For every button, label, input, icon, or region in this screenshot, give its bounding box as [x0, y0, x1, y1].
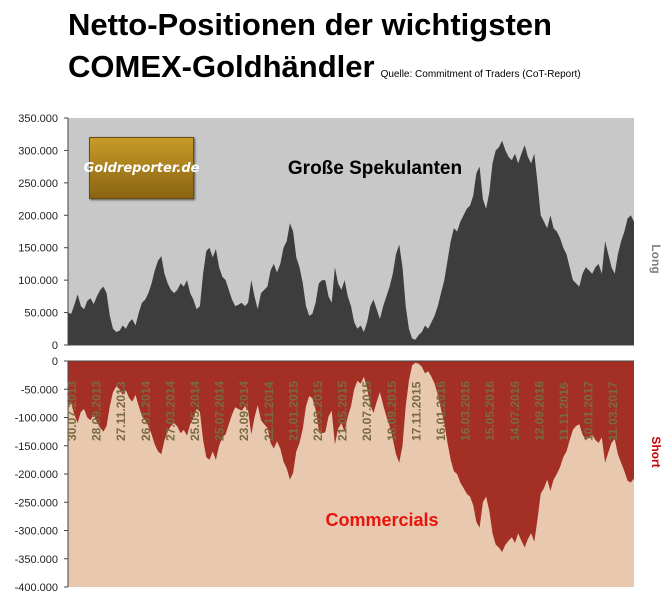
- x-tick-label: 23.09.2014: [237, 381, 251, 441]
- top-y-ticks: 350.000 300.000 250.000 200.000 150.000 100.0…: [18, 113, 68, 352]
- logo-text: Goldreporter.de: [83, 160, 200, 176]
- x-tick-label: 28.09.2013: [90, 381, 104, 441]
- x-tick-label: 12.09.2016: [532, 381, 546, 441]
- x-tick-label: 27.11.2013: [114, 381, 128, 441]
- top-y-tick-label: 200.000: [18, 210, 58, 222]
- x-tick-label: 16.03.2016: [459, 381, 473, 441]
- top-y-tick-label: 50.000: [24, 308, 58, 320]
- goldreporter-logo: Goldreporter.de: [84, 137, 199, 199]
- x-tick-label: 21.05.2015: [336, 381, 350, 441]
- commercials-area: [68, 361, 634, 552]
- x-tick-label: 16.01.2016: [434, 381, 448, 441]
- commercials-label: Commercials: [325, 510, 438, 530]
- bottom-y-tick-label: -50.000: [21, 384, 58, 396]
- x-tick-label: 11.03.2017: [606, 381, 620, 441]
- title-line-1: Netto-Positionen der wichtigsten: [68, 7, 552, 42]
- x-tick-label: 18.09.2015: [385, 381, 399, 441]
- title-line-2: COMEX-Goldhändler Quelle: Commitment of T…: [68, 46, 581, 96]
- large-speculators-area: [68, 140, 634, 345]
- x-tick-label: 17.11.2015: [409, 381, 423, 441]
- bottom-y-tick-label: -300.000: [15, 526, 58, 538]
- bottom-y-tick-label: -350.000: [15, 554, 58, 566]
- large-speculators-label: Große Spekulanten: [288, 158, 462, 179]
- long-side-label: Long: [649, 244, 663, 273]
- x-axis-ticks: 30.07.2013 28.09.2013 27.11.2013 26.01.2014…: [65, 381, 620, 441]
- bottom-y-tick-label: -200.000: [15, 469, 58, 481]
- source-note: Quelle: Commitment of Traders (CoT-Repor…: [380, 69, 581, 80]
- x-tick-label: 14.07.2016: [508, 381, 522, 441]
- top-y-tick-label: 250.000: [18, 178, 58, 190]
- x-tick-label: 22.03.2015: [311, 381, 325, 441]
- bottom-y-tick-label: -150.000: [15, 441, 58, 453]
- x-tick-label: 11.11.2016: [557, 382, 571, 441]
- x-tick-label: 25.07.2014: [213, 381, 227, 441]
- bottom-y-tick-label: -400.000: [15, 582, 58, 594]
- short-side-label: Short: [649, 436, 663, 467]
- x-tick-label: 20.07.2015: [360, 381, 374, 441]
- bottom-y-tick-label: 0: [52, 356, 58, 368]
- x-tick-label: 25.05.2014: [188, 381, 202, 441]
- x-tick-label: 15.05.2016: [483, 381, 497, 441]
- top-y-tick-label: 150.000: [18, 243, 58, 255]
- top-y-tick-label: 0: [52, 340, 58, 352]
- x-tick-label: 30.07.2013: [65, 381, 79, 441]
- bottom-y-ticks: 0 -50.000 -100.000 -150.000 -200.000 -250.000…: [15, 356, 68, 594]
- x-tick-label: 22.11.2014: [262, 381, 276, 441]
- bottom-y-tick-label: -100.000: [15, 413, 58, 425]
- x-tick-label: 27.03.2014: [163, 381, 177, 441]
- x-tick-label: 10.01.2017: [582, 381, 596, 441]
- top-y-tick-label: 300.000: [18, 145, 58, 157]
- top-y-tick-label: 100.000: [18, 275, 58, 287]
- chart-title: Netto-Positionen der wichtigsten COMEX-G…: [68, 4, 581, 96]
- top-y-tick-label: 350.000: [18, 113, 58, 125]
- bottom-y-tick-label: -250.000: [15, 497, 58, 509]
- x-tick-label: 21.01.2015: [286, 381, 300, 441]
- x-tick-label: 26.01.2014: [139, 381, 153, 441]
- title-line-2-text: COMEX-Goldhändler: [68, 49, 375, 84]
